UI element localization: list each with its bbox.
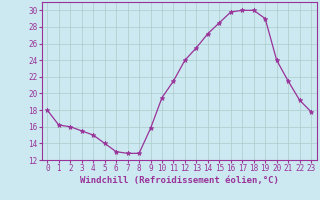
X-axis label: Windchill (Refroidissement éolien,°C): Windchill (Refroidissement éolien,°C) — [80, 176, 279, 185]
